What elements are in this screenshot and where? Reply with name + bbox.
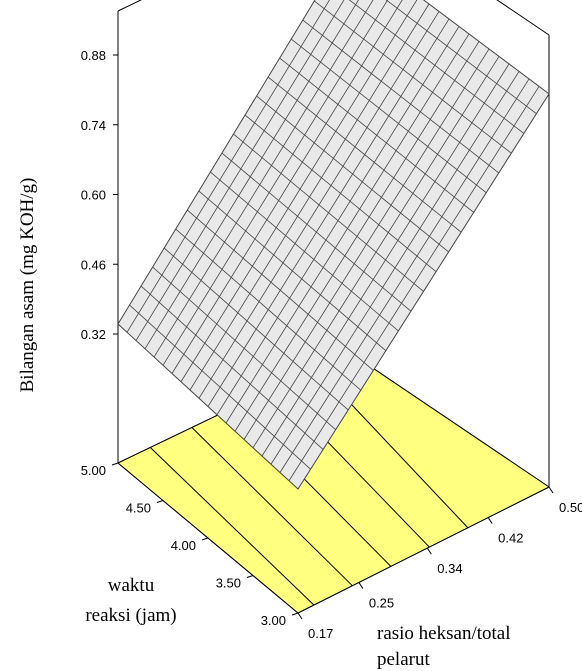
surface-grid-line bbox=[207, 18, 450, 407]
y-tick-mark bbox=[246, 575, 254, 578]
z-tick-label: 0.46 bbox=[81, 257, 106, 272]
y-tick-label: 4.50 bbox=[126, 501, 151, 516]
y-tick-label: 5.00 bbox=[81, 463, 106, 478]
surface-grid-line bbox=[279, 57, 474, 213]
x-tick-mark bbox=[548, 486, 554, 494]
tick-labels: 0.32 0.46 0.60 0.74 0.88 3.00 3.50 4.00 4.50 5.00… bbox=[81, 48, 582, 641]
surface-grid-line bbox=[243, 48, 490, 440]
y-axis-title-line2: reaksi (jam) bbox=[85, 605, 176, 626]
y-tick-label: 4.00 bbox=[171, 538, 196, 553]
surface-grid-line bbox=[270, 71, 520, 465]
y-tick-mark bbox=[111, 462, 119, 466]
x-tick-mark bbox=[426, 547, 432, 555]
x-tick-label: 0.42 bbox=[498, 531, 523, 546]
x-axis-title-line1: rasio heksan/total bbox=[377, 623, 511, 644]
z-tick-label: 0.88 bbox=[81, 48, 106, 63]
z-tick-label: 0.60 bbox=[81, 188, 106, 203]
y-axis-title-line1: waktu bbox=[108, 575, 155, 596]
surface-grid-line bbox=[314, 0, 512, 154]
surface-face bbox=[117, 0, 550, 490]
surface-grid-line bbox=[267, 76, 462, 233]
surface-grid-line bbox=[302, 19, 500, 174]
y-tick-mark bbox=[201, 537, 209, 541]
frame-edge bbox=[496, 0, 550, 36]
y-tick-label: 3.50 bbox=[216, 576, 241, 591]
surface-grid-line bbox=[225, 33, 470, 424]
y-tick-mark bbox=[291, 612, 299, 616]
x-tick-label: 0.34 bbox=[437, 561, 462, 576]
surface-grid-line bbox=[252, 56, 500, 448]
x-tick-label: 0.17 bbox=[308, 626, 333, 641]
z-tick-label: 0.74 bbox=[81, 118, 106, 133]
x-tick-label: 0.50 bbox=[559, 500, 582, 515]
response-surface bbox=[117, 0, 550, 490]
x-tick-mark bbox=[487, 517, 493, 524]
x-tick-mark bbox=[297, 612, 303, 620]
surface-grid-line bbox=[216, 26, 460, 415]
contour-line bbox=[191, 427, 353, 587]
surface-grid-line bbox=[256, 95, 449, 253]
surface-grid-line bbox=[385, 0, 537, 115]
surface-grid-line bbox=[279, 78, 530, 473]
z-tick-label: 0.32 bbox=[81, 327, 106, 342]
surface-grid-line bbox=[288, 86, 540, 481]
x-tick-label: 0.25 bbox=[369, 595, 394, 610]
surface-grid-line bbox=[244, 114, 437, 273]
z-axis-title: Bilangan asam (mg KOH/g) bbox=[17, 178, 38, 393]
surface-grid-line bbox=[348, 0, 525, 134]
contour-line bbox=[149, 447, 315, 606]
y-tick-mark bbox=[156, 500, 164, 503]
x-tick-mark bbox=[358, 582, 364, 589]
surface-grid-line bbox=[234, 41, 480, 432]
surface-grid-line bbox=[291, 38, 487, 194]
x-axis-title-line2: pelarut bbox=[377, 649, 430, 670]
surface-grid-line bbox=[261, 63, 510, 457]
y-tick-label: 3.00 bbox=[261, 613, 286, 628]
